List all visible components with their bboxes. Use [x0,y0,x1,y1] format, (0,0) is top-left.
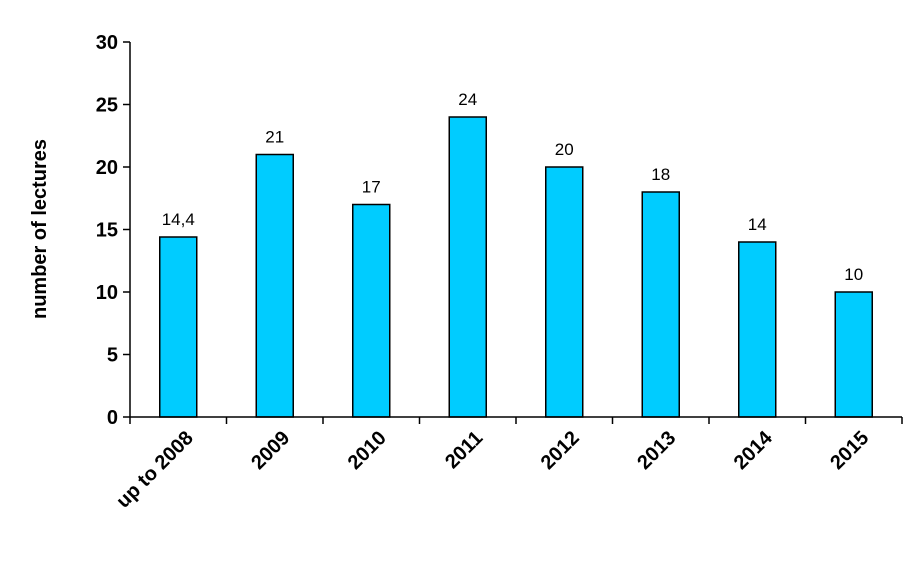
y-tick-label: 10 [96,282,118,304]
bar-2013 [641,191,680,418]
bar-up-to-2008 [159,236,198,418]
x-tick-label: 2012 [537,427,584,474]
y-tick-label: 30 [96,32,118,54]
x-tick-label: 2014 [730,426,778,474]
bar-2014 [738,241,777,418]
y-tick-label: 25 [96,95,118,117]
axes-layer: 0 5 10 15 20 25 30 [96,32,903,429]
data-label: 10 [844,265,863,284]
bars-layer [159,116,873,418]
bar-2010 [352,203,391,418]
y-axis-title: number of lectures [29,139,51,319]
data-label: 24 [458,90,477,109]
data-label: 18 [651,165,670,184]
x-tick-label: 2015 [826,427,873,474]
bar-2015 [834,291,873,418]
x-tick-label: 2009 [247,427,294,474]
bar-2012 [545,166,584,418]
y-tick-label: 5 [107,345,118,367]
y-tick-label: 20 [96,157,118,179]
bar-2009 [255,153,294,418]
x-tick-label: 2013 [633,427,680,474]
y-tick-label: 15 [96,220,118,242]
x-tick-label: 2011 [441,427,487,473]
y-tick-label: 0 [107,407,118,429]
data-label: 14,4 [162,210,195,229]
data-label: 21 [265,128,284,147]
data-label: 20 [555,140,574,159]
bar-2011 [448,116,487,418]
data-label: 17 [362,178,381,197]
x-tick-label: 2010 [344,427,391,474]
x-tick-label: up to 2008 [112,427,198,513]
data-label: 14 [748,215,767,234]
